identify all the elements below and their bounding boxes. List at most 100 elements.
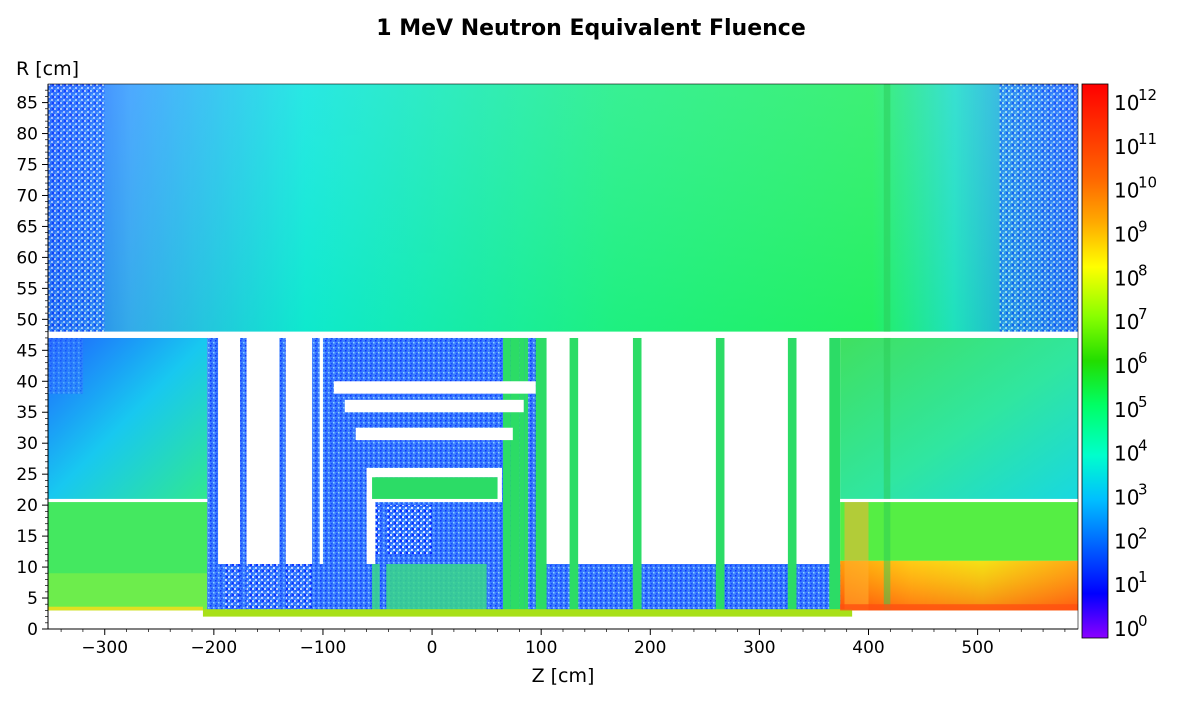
colorbar-label: 10	[1114, 179, 1139, 203]
gap-line-48	[48, 331, 1078, 338]
y-tick-label: 25	[16, 465, 38, 485]
region-central-block	[372, 554, 487, 611]
y-tick-label: 40	[16, 372, 38, 392]
y-tick-label: 15	[16, 527, 38, 547]
y-tick-label: 75	[16, 156, 38, 176]
colorbar-label: 10	[1114, 223, 1139, 247]
colorbar-label: 10	[1114, 442, 1139, 466]
x-tick-label: 500	[961, 638, 993, 658]
gap-column	[578, 337, 633, 564]
plot-area	[47, 83, 1079, 630]
colorbar-label-exponent: 0	[1138, 612, 1148, 630]
colorbar-label: 10	[1114, 310, 1139, 334]
beam-pipe-right	[840, 604, 1078, 611]
region-right-stripe	[883, 84, 891, 611]
detector-stripe	[569, 337, 579, 614]
detector-stripe	[312, 337, 320, 614]
detector-stripe	[715, 337, 725, 614]
gap-column	[641, 337, 716, 564]
colorbar-label-exponent: 8	[1138, 261, 1148, 279]
x-tick-label: 100	[525, 638, 557, 658]
gap-slat	[355, 427, 513, 441]
colorbar: 1001011021031041051061071081091010101110…	[1081, 83, 1157, 641]
detector-stripe	[787, 337, 797, 614]
gap-column	[724, 337, 788, 564]
gap-slat	[366, 467, 502, 478]
colorbar-label-exponent: 9	[1138, 218, 1148, 236]
x-tick-label: 0	[427, 638, 438, 658]
region-outer-left-noise	[48, 84, 105, 332]
region-right-mid	[840, 337, 1078, 499]
gap-column	[246, 337, 280, 564]
region-right-hot-wedge	[844, 502, 869, 611]
colorbar-label-exponent: 5	[1138, 393, 1148, 411]
colorbar-label: 10	[1114, 354, 1139, 378]
inner-box	[372, 477, 498, 499]
colorbar-label-exponent: 2	[1138, 524, 1148, 542]
region-outer-right-noise	[999, 84, 1078, 332]
region-outer-shade	[48, 84, 1078, 332]
colorbar-label: 10	[1114, 529, 1139, 553]
colorbar-label: 10	[1114, 486, 1139, 510]
x-tick-label: −300	[81, 638, 128, 658]
detector-stripe	[829, 337, 841, 614]
y-tick-label: 35	[16, 403, 38, 423]
colorbar-gradient	[1081, 83, 1109, 639]
detector-stripe	[502, 337, 511, 614]
gap-column	[218, 337, 241, 564]
detector-stripe	[207, 337, 219, 614]
gap-column	[285, 337, 313, 564]
region-right-inner	[840, 502, 1078, 561]
colorbar-label-exponent: 1	[1138, 568, 1148, 586]
y-tick-label: 65	[16, 217, 38, 237]
y-tick-label: 30	[16, 434, 38, 454]
y-axis-label: R [cm]	[16, 58, 79, 80]
y-tick-label: 60	[16, 248, 38, 268]
y-tick-label: 70	[16, 186, 38, 206]
gap-slat	[333, 381, 536, 394]
y-tick-label: 80	[16, 125, 38, 145]
beam-pipe	[202, 609, 853, 617]
region-left-inner-core	[48, 573, 208, 611]
y-tick-label: 85	[16, 94, 38, 114]
colorbar-label: 10	[1114, 617, 1139, 641]
x-tick-label: −200	[190, 638, 237, 658]
detector-stripe	[240, 337, 247, 614]
colorbar-label-exponent: 7	[1138, 305, 1148, 323]
colorbar-label-exponent: 6	[1138, 349, 1148, 367]
colorbar-label: 10	[1114, 135, 1139, 159]
beam-pipe-left	[48, 606, 203, 611]
x-tick-label: 200	[634, 638, 666, 658]
colorbar-label: 10	[1114, 91, 1139, 115]
y-tick-label: 5	[27, 589, 38, 609]
gap-column	[796, 337, 830, 564]
gap-slat	[344, 399, 524, 413]
region-left-mid-noise	[48, 337, 83, 394]
y-tick-label: 10	[16, 558, 38, 578]
x-axis-label: Z [cm]	[532, 665, 595, 687]
y-tick-label: 0	[27, 620, 38, 640]
colorbar-label: 10	[1114, 573, 1139, 597]
y-tick-label: 55	[16, 279, 38, 299]
chart-title: 1 MeV Neutron Equivalent Fluence	[376, 16, 806, 41]
detector-stripe	[279, 337, 286, 614]
colorbar-label: 10	[1114, 398, 1139, 422]
region-right-hot-shade	[840, 560, 1078, 611]
detector-stripe	[524, 337, 529, 614]
colorbar-label-exponent: 4	[1138, 437, 1148, 455]
colorbar-label-exponent: 11	[1138, 130, 1157, 148]
detector-stripe	[519, 337, 525, 614]
gap-slat	[366, 467, 376, 564]
x-tick-label: −100	[300, 638, 347, 658]
region-central-base-noise	[224, 563, 313, 611]
region-central-rings-noise	[366, 505, 433, 555]
detector-stripe	[510, 337, 520, 614]
y-tick-label: 50	[16, 310, 38, 330]
gap-line-right-20	[840, 498, 1078, 503]
colorbar-label-exponent: 12	[1138, 86, 1157, 104]
x-tick-label: 400	[852, 638, 884, 658]
colorbar-label-exponent: 3	[1138, 481, 1148, 499]
gap-slat	[497, 467, 502, 503]
colorbar-label: 10	[1114, 266, 1139, 290]
